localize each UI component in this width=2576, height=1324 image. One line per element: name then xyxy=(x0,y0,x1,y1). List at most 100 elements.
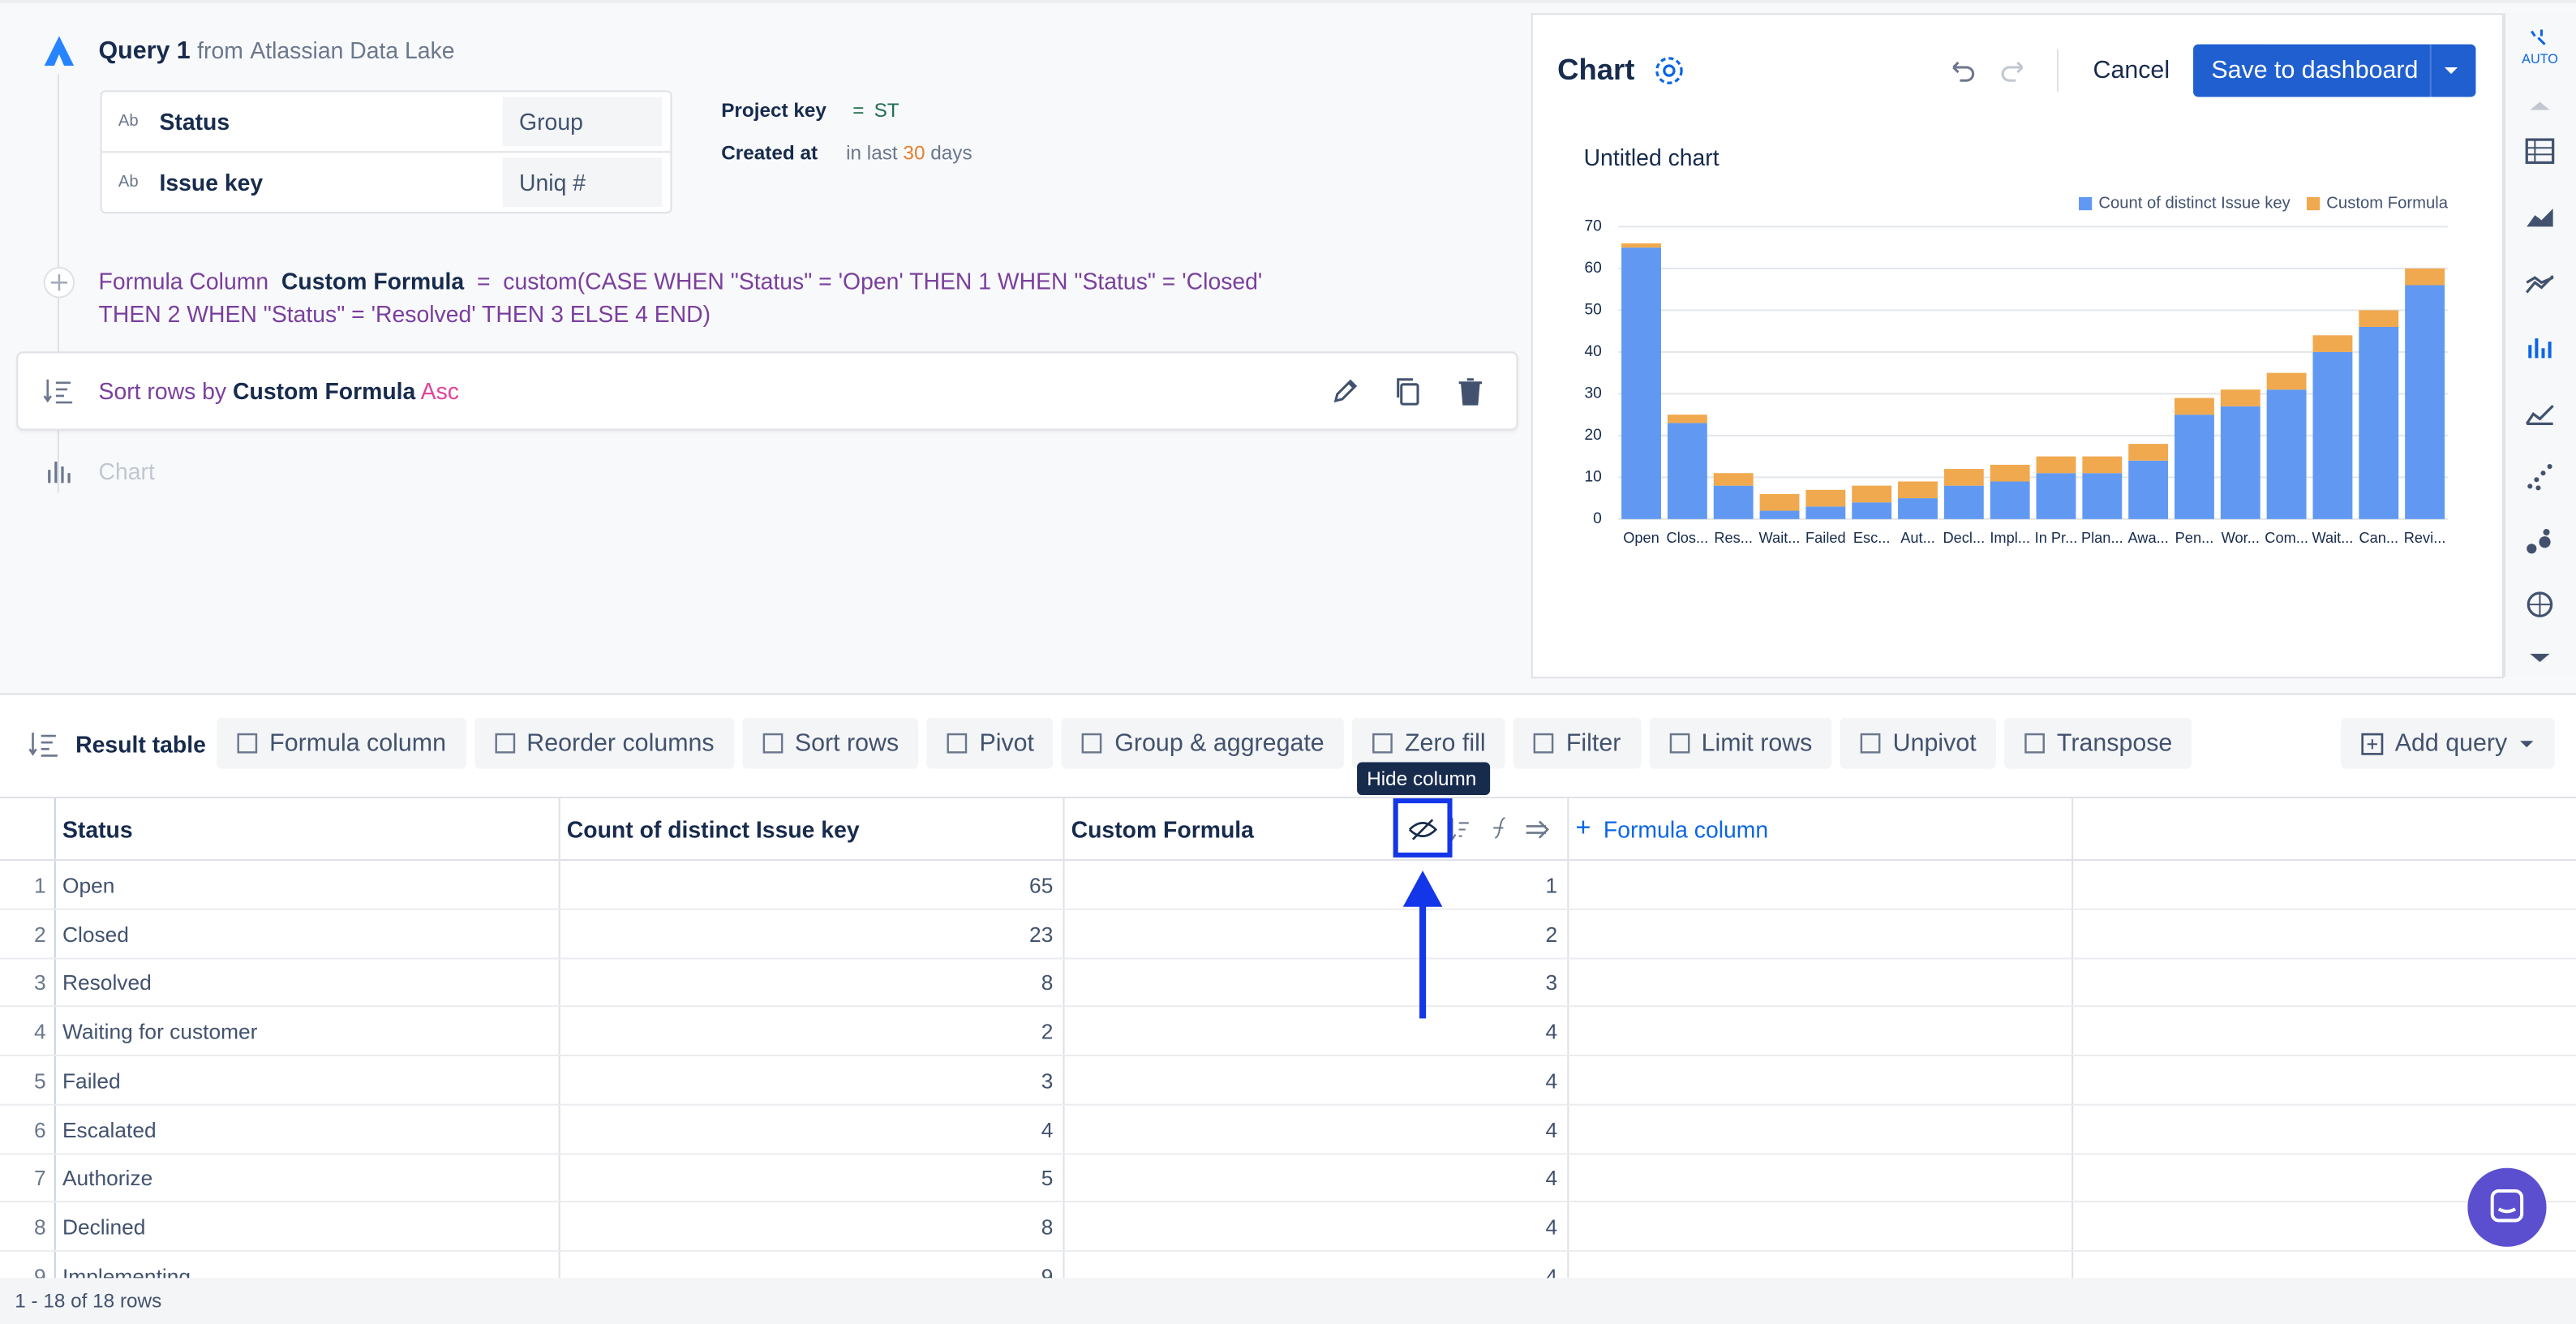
bar xyxy=(1943,485,1984,519)
sort-text: Sort rows by Custom Formula Asc xyxy=(99,378,459,404)
hide-column-button[interactable] xyxy=(1408,818,1438,840)
toolbar-label[interactable]: Group & aggregate xyxy=(1114,729,1324,758)
toolbar-button[interactable]: Zero fill xyxy=(1352,717,1505,769)
column-header[interactable]: Status xyxy=(62,816,133,843)
column-header[interactable]: Custom Formula xyxy=(1071,816,1254,843)
filter-field[interactable]: Created at xyxy=(721,141,818,165)
icon-shape xyxy=(237,733,258,754)
row-number: 8 xyxy=(34,1214,46,1240)
add-step-icon[interactable] xyxy=(43,266,76,299)
chart-type-sidebar xyxy=(2503,13,2576,677)
y-tick-label: 30 xyxy=(1584,385,1601,402)
save-button[interactable] xyxy=(2193,44,2476,97)
field-name[interactable]: Status xyxy=(159,108,230,135)
icon xyxy=(762,733,783,754)
agg-box[interactable] xyxy=(502,157,663,208)
toolbar-label[interactable]: Unpivot xyxy=(1892,729,1977,758)
column-header[interactable]: Count of distinct Issue key xyxy=(566,816,860,843)
fields-box: Ab Status Group Ab Issue key Uniq # xyxy=(100,90,672,214)
query-source[interactable]: Atlassian Data Lake xyxy=(250,37,455,63)
toolbar-label[interactable]: Limit rows xyxy=(1701,729,1813,758)
toolbar-label[interactable]: Transpose xyxy=(2056,729,2173,758)
x-tick-label: Wor... xyxy=(2222,530,2260,546)
chat-button[interactable] xyxy=(2467,1167,2547,1247)
edit-button[interactable] xyxy=(1329,375,1363,407)
y-tick-label: 60 xyxy=(1584,260,1601,277)
bar xyxy=(2220,406,2260,519)
save-label[interactable]: Save to dashboard xyxy=(2211,56,2419,85)
filter-value[interactable]: ST xyxy=(874,98,899,122)
toolbar-label[interactable]: Zero fill xyxy=(1404,729,1486,758)
formula-op: = xyxy=(476,268,491,294)
cell-count: 8 xyxy=(1041,1214,1054,1240)
bar xyxy=(2266,372,2307,390)
icon-shape xyxy=(762,733,783,754)
toolbar-button[interactable]: Limit rows xyxy=(1648,717,1832,769)
auto-label[interactable]: AUTO xyxy=(2522,51,2558,67)
settings-button[interactable] xyxy=(1653,54,1686,87)
toolbar-button[interactable]: Filter xyxy=(1513,717,1641,769)
toolbar-label[interactable]: Filter xyxy=(1565,729,1621,758)
add-column[interactable]: Formula column xyxy=(1603,816,1769,843)
x-tick-label: Open xyxy=(1623,530,1659,546)
save-menu[interactable] xyxy=(2441,62,2461,79)
toolbar-button[interactable]: Group & aggregate xyxy=(1062,717,1345,769)
toolbar-button[interactable]: Sort rows xyxy=(742,717,919,769)
icon xyxy=(1860,733,1881,754)
tooltip xyxy=(1357,762,1491,796)
toolbar-buttons: Formula column Reorder columns Sort rows Pi… xyxy=(217,717,2192,769)
field-agg[interactable]: Uniq # xyxy=(519,169,586,196)
query-source-prefix: from xyxy=(197,37,243,63)
toolbar-button[interactable]: Reorder columns xyxy=(474,717,734,769)
toolbar-button[interactable]: Unpivot xyxy=(1840,717,1996,769)
sort-field: Custom Formula xyxy=(233,377,416,405)
icon xyxy=(1082,733,1103,754)
field-type: Ab xyxy=(118,173,139,191)
filter-field[interactable]: Project key xyxy=(721,98,826,122)
fx-icon[interactable] xyxy=(1493,817,1505,839)
add-column-plus[interactable]: + xyxy=(1575,815,1591,843)
toolbar-button[interactable]: Formula column xyxy=(217,717,466,769)
x-tick-label: Can... xyxy=(2359,530,2398,546)
add-query-button[interactable]: Add query xyxy=(2341,717,2555,769)
legend-label: Count of distinct Issue key xyxy=(2098,194,2290,212)
highlight-box xyxy=(1393,798,1453,858)
toolbar-label[interactable]: Sort rows xyxy=(794,729,899,758)
cell-count: 5 xyxy=(1041,1165,1054,1191)
move-icon[interactable] xyxy=(1526,820,1549,839)
toolbar-button[interactable]: Pivot xyxy=(926,717,1054,769)
cell-status: Resolved xyxy=(62,970,152,995)
bar xyxy=(2128,444,2169,461)
legend-swatch xyxy=(2079,196,2093,211)
row-number: 9 xyxy=(34,1263,46,1280)
bar xyxy=(2036,473,2076,519)
redo-button[interactable] xyxy=(1999,58,2029,84)
formula-step[interactable]: Formula Column Custom Formula = custom(C… xyxy=(99,264,1307,330)
filter-expr[interactable]: in last 30 days xyxy=(846,141,972,164)
bar xyxy=(1852,502,1892,519)
add-query-label[interactable]: Add query xyxy=(2394,729,2508,758)
cell-formula: 1 xyxy=(1545,873,1558,898)
bar xyxy=(1805,489,1846,507)
y-tick-label: 50 xyxy=(1584,301,1601,318)
filter-text: in last xyxy=(846,141,898,165)
bar xyxy=(2036,456,2076,474)
y-tick-label: 0 xyxy=(1593,510,1602,527)
icon xyxy=(2361,732,2384,754)
delete-button[interactable] xyxy=(1454,375,1488,407)
sort-step[interactable] xyxy=(16,351,1518,431)
field-agg[interactable]: Group xyxy=(519,108,583,135)
cancel-button[interactable]: Cancel xyxy=(2093,56,2170,85)
agg-box[interactable] xyxy=(502,97,663,147)
toolbar-label[interactable]: Reorder columns xyxy=(526,729,715,758)
toolbar-label[interactable]: Pivot xyxy=(979,729,1035,758)
toolbar-label[interactable]: Formula column xyxy=(269,729,447,758)
copy-button[interactable] xyxy=(1392,375,1425,407)
undo-button[interactable] xyxy=(1947,58,1976,84)
chart-step-label[interactable]: Chart xyxy=(98,458,155,485)
toolbar-button[interactable]: Transpose xyxy=(2004,717,2192,769)
cell-status: Implementing xyxy=(62,1263,191,1280)
divider xyxy=(2056,49,2059,92)
field-name[interactable]: Issue key xyxy=(159,169,264,196)
